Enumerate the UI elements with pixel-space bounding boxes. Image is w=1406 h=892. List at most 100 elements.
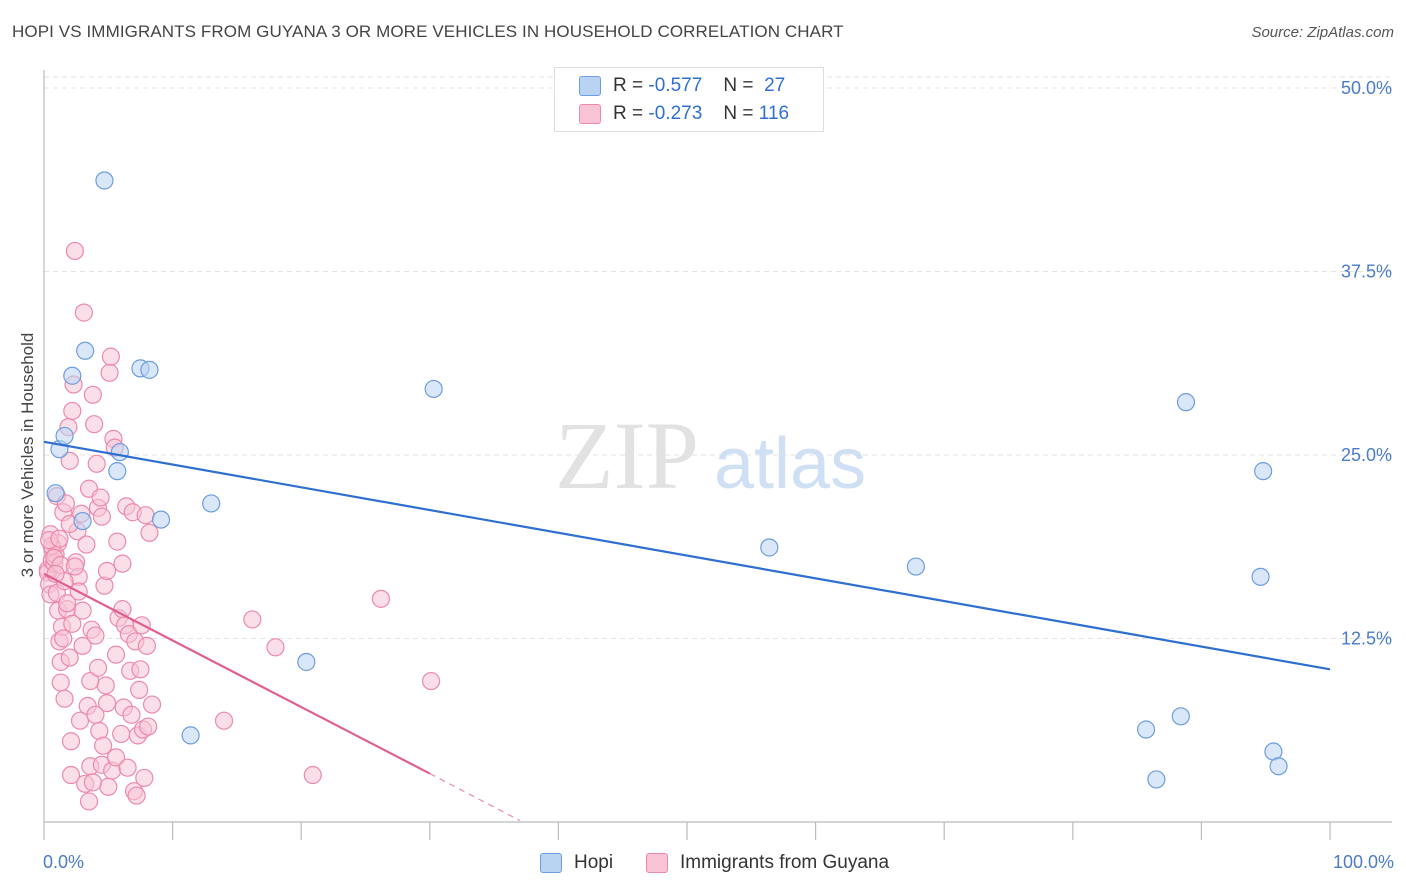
hopi-point: [181, 726, 200, 745]
legend-guyana-swatch: [646, 853, 668, 873]
hopi-point: [202, 494, 221, 513]
guyana-point: [74, 303, 93, 322]
guyana-point: [122, 705, 141, 724]
hopi-point: [1147, 770, 1166, 789]
legend-hopi-swatch: [540, 853, 562, 873]
hopi-point: [1251, 567, 1270, 586]
legend-hopi-label: Hopi: [574, 852, 614, 873]
guyana-point: [130, 680, 149, 699]
hopi-r-value: -0.577: [648, 75, 703, 96]
guyana-point: [97, 561, 117, 581]
watermark: ZIP atlas: [555, 402, 866, 509]
legend-row-guyana: R = -0.273 N = 116: [579, 101, 789, 127]
y-tick-label: 12.5%: [1341, 629, 1392, 649]
trend-lines: [43, 440, 1331, 822]
guyana-point: [371, 589, 391, 608]
watermark-zip: ZIP: [555, 402, 699, 509]
y-tick-label: 37.5%: [1341, 262, 1392, 282]
guyana-point: [106, 645, 126, 664]
guyana-point: [51, 673, 70, 692]
y-tick-label: 50.0%: [1341, 78, 1392, 98]
hopi-point: [1269, 757, 1288, 776]
hopi-point: [760, 538, 779, 557]
hopi-point: [76, 341, 95, 360]
hopi-point: [110, 442, 129, 462]
guyana-point: [127, 786, 146, 805]
hopi-point: [95, 171, 114, 190]
guyana-trend-extension: [429, 773, 521, 822]
guyana-point: [83, 385, 102, 404]
guyana-point: [58, 594, 77, 613]
hopi-point: [73, 511, 92, 531]
legend-item-hopi: Hopi: [540, 852, 613, 874]
guyana-point: [65, 241, 84, 261]
guyana-point: [303, 765, 322, 785]
guyana-point: [142, 695, 162, 714]
guyana-point: [108, 532, 127, 551]
x-tick-label-max: 100.0%: [1332, 852, 1394, 872]
guyana-point: [243, 610, 262, 629]
guyana-point: [95, 576, 114, 595]
guyana-point: [136, 506, 155, 525]
guyana-point: [118, 758, 137, 777]
hopi-r-label: R =: [613, 75, 644, 96]
hopi-point: [1137, 720, 1156, 739]
hopi-point: [55, 426, 74, 446]
guyana-point: [137, 636, 156, 655]
axes: [43, 70, 1392, 840]
hopi-point: [1176, 393, 1196, 412]
hopi-point: [424, 379, 443, 399]
guyana-r-label: R =: [613, 103, 644, 124]
guyana-point: [65, 557, 84, 576]
hopi-point: [906, 557, 926, 576]
guyana-point: [106, 748, 126, 767]
guyana-point: [87, 454, 106, 473]
guyana-point: [92, 507, 111, 526]
hopi-point: [108, 462, 127, 481]
hopi-n-value: 27: [764, 75, 786, 96]
guyana-n-label: N =: [723, 103, 754, 124]
guyana-point: [85, 415, 104, 434]
y-tick-labels: 12.5% 25.0% 37.5% 50.0%: [1341, 78, 1392, 649]
hopi-point: [151, 510, 171, 529]
legend-guyana-label: Immigrants from Guyana: [680, 852, 890, 873]
y-tick-label: 25.0%: [1341, 445, 1392, 465]
guyana-r-value: -0.273: [648, 103, 703, 124]
guyana-point: [60, 451, 79, 470]
hopi-point: [1171, 707, 1190, 726]
hopi-n-label: N =: [723, 75, 754, 96]
guyana-point: [99, 777, 118, 796]
legend-row-hopi: R = -0.577 N = 27: [579, 73, 785, 99]
hopi-point: [140, 360, 159, 379]
correlation-legend: R = -0.577 N = 27 R = -0.273 N = 116: [554, 67, 824, 132]
guyana-point: [60, 648, 79, 667]
source-label: Source: ZipAtlas.com: [1251, 24, 1394, 41]
legend-item-guyana: Immigrants from Guyana: [646, 852, 889, 874]
guyana-point: [88, 658, 108, 677]
guyana-points: [38, 241, 441, 811]
guyana-point: [91, 488, 110, 507]
chart-title: HOPI VS IMMIGRANTS FROM GUYANA 3 OR MORE…: [12, 22, 844, 41]
watermark-atlas: atlas: [714, 424, 866, 504]
hopi-point: [1254, 462, 1273, 481]
guyana-point: [140, 523, 159, 542]
guyana-point: [61, 732, 81, 751]
guyana-point: [94, 736, 113, 755]
hopi-trend-line: [43, 440, 1331, 671]
guyana-point: [55, 689, 74, 708]
guyana-point: [77, 535, 96, 554]
guyana-point: [100, 363, 119, 382]
guyana-point: [73, 636, 92, 655]
guyana-swatch: [579, 104, 601, 124]
guyana-point: [421, 671, 441, 691]
gridlines: [44, 76, 1392, 639]
guyana-point: [139, 717, 158, 736]
x-tick-label-min: 0.0%: [43, 852, 85, 872]
guyana-point: [63, 401, 82, 421]
guyana-point: [63, 614, 82, 633]
guyana-point: [131, 660, 150, 679]
guyana-point: [135, 768, 154, 788]
guyana-point: [86, 626, 105, 645]
guyana-point: [214, 711, 234, 730]
